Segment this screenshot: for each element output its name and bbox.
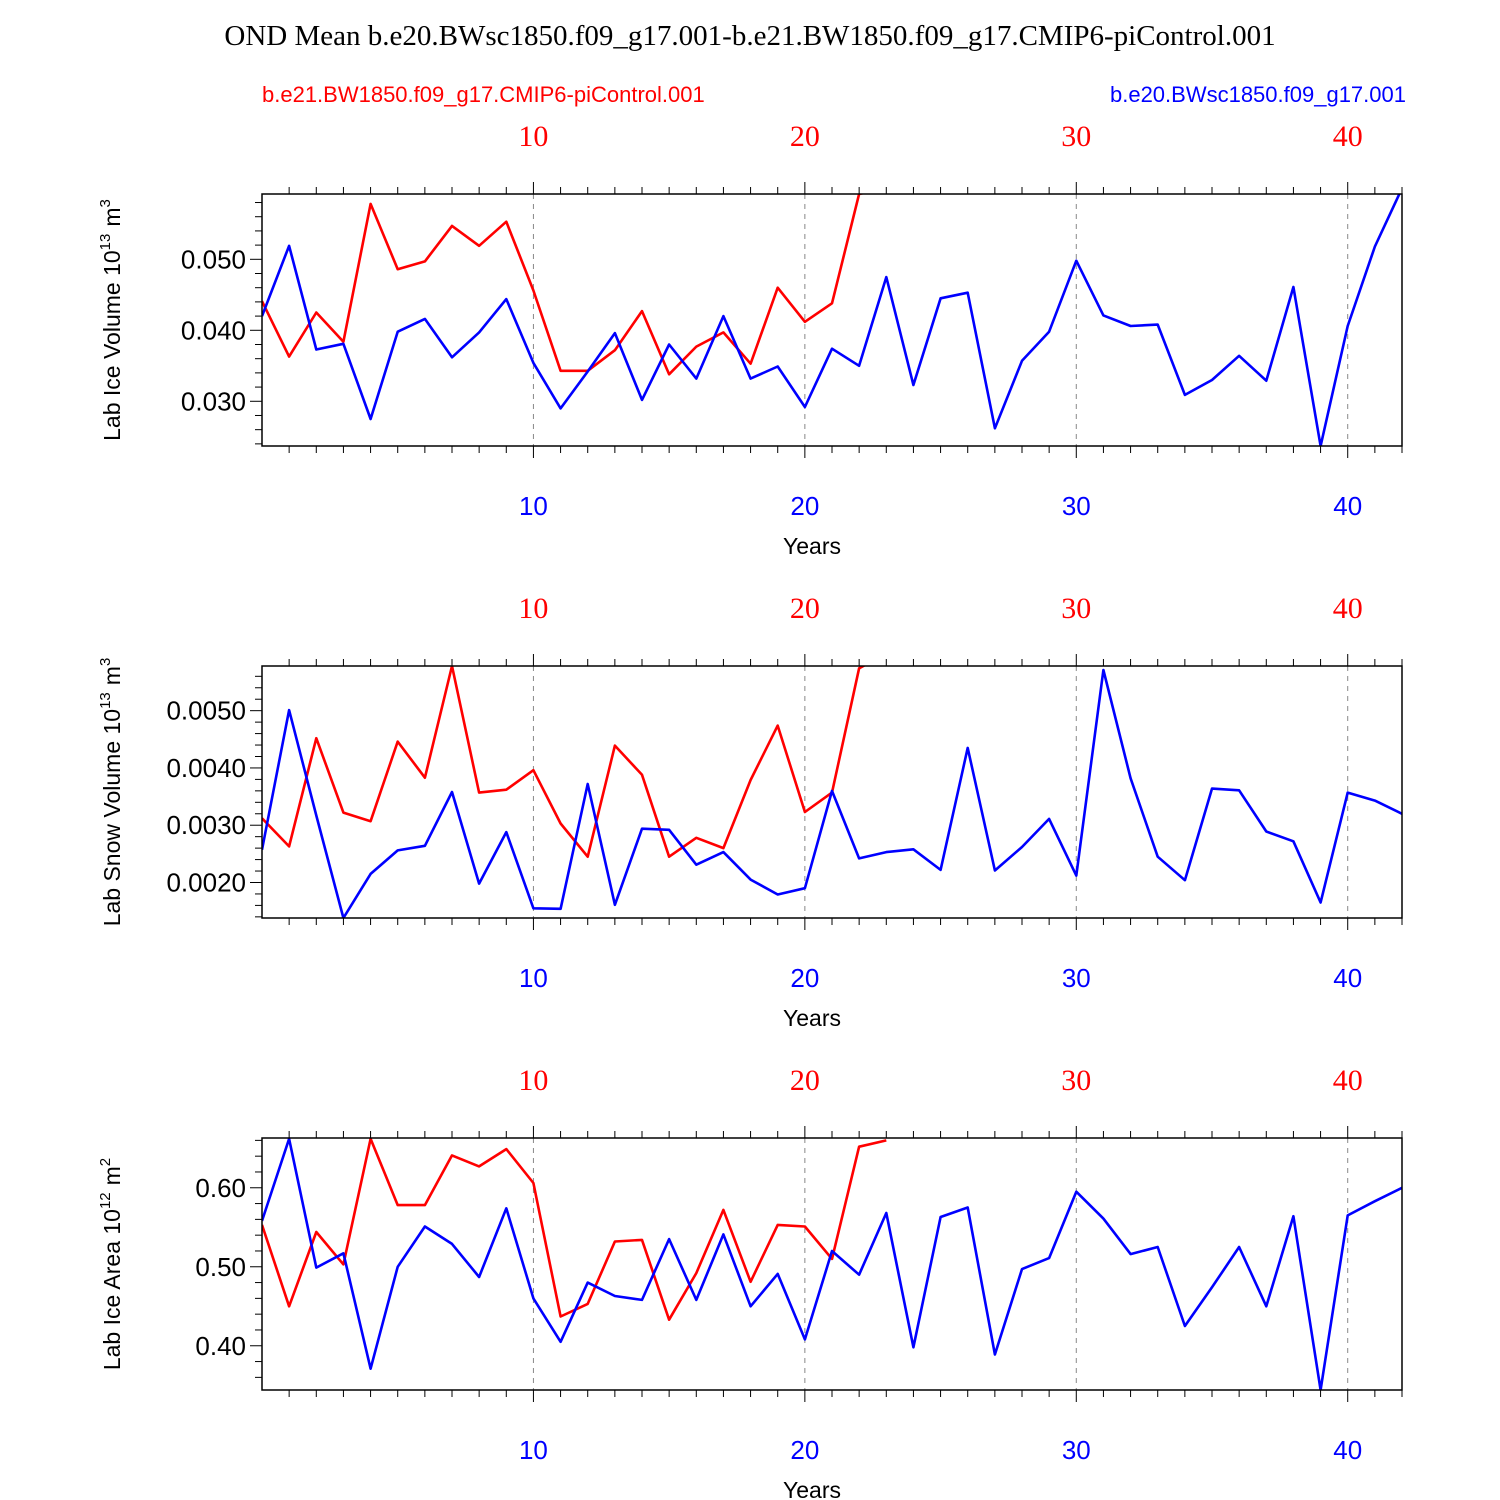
- chart-panels: 0.030 0.040 0.050 10 10 20 20 30 30 40 40 Years Lab …: [97, 120, 1403, 1500]
- bottom-x-tick-label: 30: [1062, 1435, 1091, 1465]
- bottom-x-tick-label: 10: [519, 963, 548, 993]
- y-tick-label: 0.0040: [166, 753, 246, 783]
- y-tick-label: 0.60: [195, 1173, 246, 1203]
- y-tick-label: 0.40: [195, 1331, 246, 1361]
- top-x-tick-label: 40: [1333, 592, 1363, 625]
- top-x-tick-label: 10: [518, 120, 548, 153]
- y-tick-label: 0.0030: [166, 810, 246, 840]
- series-line-experiment: [262, 1138, 1402, 1390]
- bottom-x-tick-label: 40: [1333, 491, 1362, 521]
- legend-experiment-run: b.e20.BWsc1850.f09_g17.001: [1110, 82, 1406, 107]
- series-line-control: [262, 1138, 887, 1321]
- plot-frame: [261, 1137, 1403, 1391]
- legend-control-run: b.e21.BW1850.f09_g17.CMIP6-piControl.001: [262, 82, 705, 107]
- top-x-tick-label: 10: [518, 1064, 548, 1097]
- chart-title: OND Mean b.e20.BWsc1850.f09_g17.001-b.e2…: [224, 20, 1275, 52]
- bottom-x-tick-label: 30: [1062, 491, 1091, 521]
- panel-top: 0.030 0.040 0.050 10 10 20 20 30 30 40 40 Years Lab …: [97, 120, 1403, 559]
- bottom-x-tick-label: 30: [1062, 963, 1091, 993]
- y-tick-label: 0.040: [181, 315, 246, 345]
- y-axis-label-part: Lab Snow Volume 10: [99, 709, 125, 926]
- bottom-x-tick-label: 10: [519, 1435, 548, 1465]
- x-axis-label: Years: [783, 1477, 841, 1500]
- y-tick-label: 0.030: [181, 386, 246, 416]
- axis-ticks: [250, 182, 1403, 458]
- y-axis-label-part: Lab Ice Volume 10: [99, 250, 125, 441]
- axis-ticks: [250, 1126, 1403, 1402]
- y-tick-label: 0.0050: [166, 696, 246, 726]
- top-x-tick-label: 10: [518, 592, 548, 625]
- y-axis-label-part: m: [99, 1166, 125, 1185]
- y-axis-label: Lab Ice Area 1012 m2: [97, 1158, 125, 1370]
- series-line-control: [262, 666, 867, 859]
- plot-frame: [261, 193, 1403, 447]
- bottom-x-tick-label: 20: [790, 491, 819, 521]
- y-axis-label-part: Lab Ice Area 10: [99, 1209, 125, 1370]
- y-axis-label-part: 3: [97, 199, 114, 207]
- x-axis-label: Years: [783, 533, 841, 559]
- bottom-x-tick-label: 40: [1333, 963, 1362, 993]
- top-x-tick-label: 20: [790, 1064, 820, 1097]
- top-x-tick-label: 30: [1061, 120, 1091, 153]
- y-tick-label: 0.050: [181, 244, 246, 274]
- y-axis-label: Lab Snow Volume 1013 m3: [97, 658, 125, 927]
- y-axis-label-part: 12: [97, 1192, 114, 1209]
- y-axis-label-part: m: [99, 666, 125, 685]
- y-tick-label: 0.50: [195, 1252, 246, 1282]
- series-line-control: [262, 194, 866, 376]
- top-x-tick-label: 40: [1333, 120, 1363, 153]
- plot-frame: [261, 665, 1403, 919]
- series-line-experiment: [262, 194, 1401, 446]
- axis-ticks: [250, 654, 1403, 930]
- bottom-x-tick-label: 20: [790, 1435, 819, 1465]
- bottom-x-tick-label: 40: [1333, 1435, 1362, 1465]
- top-x-tick-label: 20: [790, 120, 820, 153]
- y-axis-label-part: 13: [97, 234, 114, 251]
- y-axis-label: Lab Ice Volume 1013 m3: [97, 199, 125, 441]
- y-axis-label-part: 13: [97, 692, 114, 709]
- top-x-tick-label: 30: [1061, 592, 1091, 625]
- y-axis-label-part: 3: [97, 658, 114, 666]
- bottom-x-tick-label: 20: [790, 963, 819, 993]
- bottom-x-tick-label: 10: [519, 491, 548, 521]
- y-axis-label-part: m: [99, 207, 125, 226]
- series-line-experiment: [262, 668, 1402, 918]
- y-tick-label: 0.0020: [166, 867, 246, 897]
- y-axis-label-part: 2: [97, 1158, 114, 1166]
- top-x-tick-label: 30: [1061, 1064, 1091, 1097]
- top-x-tick-label: 40: [1333, 1064, 1363, 1097]
- x-axis-label: Years: [783, 1005, 841, 1031]
- panel-bottom: 0.40 0.50 0.60 10 10 20 20 30 30 40 40 Years Lab Ice…: [97, 1064, 1403, 1500]
- top-x-tick-label: 20: [790, 592, 820, 625]
- panel-middle: 0.0020 0.0030 0.0040 0.0050 10 10 20 20 30 30 40 40…: [97, 592, 1403, 1031]
